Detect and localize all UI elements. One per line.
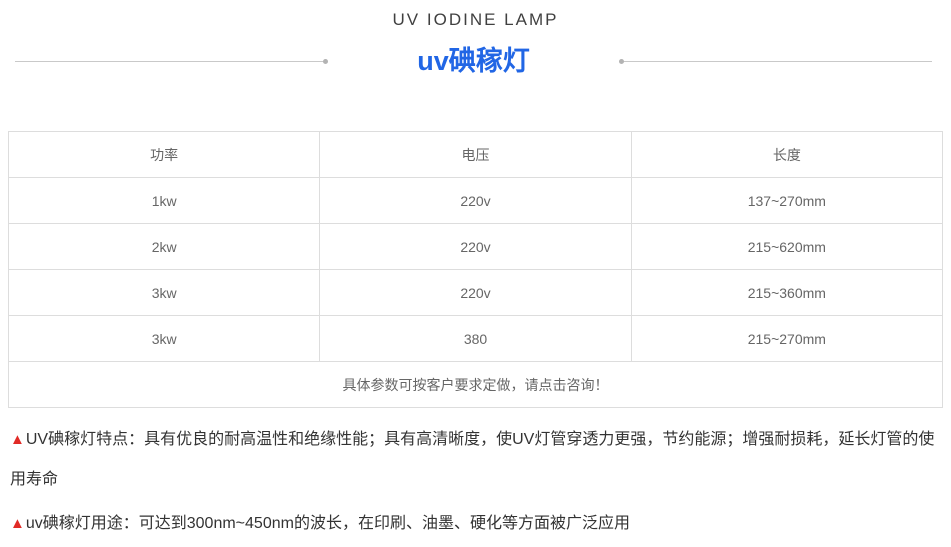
cell-length: 215~620mm: [630, 223, 944, 270]
note-features: ▲UV碘稼灯特点：具有优良的耐高温性和绝缘性能；具有高清晰度，使UV灯管穿透力更…: [10, 420, 941, 500]
column-header-voltage: 电压: [319, 131, 632, 178]
table-row: 1kw 220v 137~270mm: [7, 177, 944, 224]
page-title: uv碘稼灯: [417, 46, 530, 76]
table-row: 3kw 380 215~270mm: [7, 315, 944, 362]
triangle-marker-icon: ▲: [10, 431, 25, 448]
note-usage-text: uv碘稼灯用途：可达到300nm~450nm的波长，在印刷、油墨、硬化等方面被广…: [25, 515, 630, 532]
decorative-line-left: [15, 58, 329, 64]
cell-power: 3kw: [7, 315, 321, 362]
decorative-line-right: [618, 58, 932, 64]
spec-table-wrap: 功率 电压 长度 1kw 220v 137~270mm 2kw 220v 215…: [0, 131, 951, 408]
table-row: 2kw 220v 215~620mm: [7, 223, 944, 270]
english-subtitle: UV IODINE LAMP: [392, 10, 559, 29]
note-features-text: UV碘稼灯特点：具有优良的耐高温性和绝缘性能；具有高清晰度，使UV灯管穿透力更强…: [10, 431, 935, 488]
cell-length: 215~270mm: [630, 315, 944, 362]
section-header: UV IODINE LAMP uv碘稼灯: [0, 0, 951, 78]
decorative-dot-right: [618, 58, 624, 64]
description-notes: ▲UV碘稼灯特点：具有优良的耐高温性和绝缘性能；具有高清晰度，使UV灯管穿透力更…: [0, 420, 951, 544]
table-row: 3kw 220v 215~360mm: [7, 269, 944, 316]
decorative-dot-left: [323, 58, 329, 64]
cell-voltage: 380: [319, 315, 632, 362]
note-usage: ▲uv碘稼灯用途：可达到300nm~450nm的波长，在印刷、油墨、硬化等方面被…: [10, 504, 941, 544]
cell-power: 3kw: [7, 269, 321, 316]
cell-power: 2kw: [7, 223, 321, 270]
consult-note[interactable]: 具体参数可按客户要求定做，请点击咨询！: [8, 361, 943, 408]
spec-table: 功率 电压 长度 1kw 220v 137~270mm 2kw 220v 215…: [7, 131, 944, 408]
table-header-row: 功率 电压 长度: [7, 131, 944, 178]
title-row: uv碘稼灯: [0, 44, 951, 78]
triangle-marker-icon: ▲: [10, 515, 25, 532]
column-header-power: 功率: [7, 131, 321, 178]
table-footer-row: 具体参数可按客户要求定做，请点击咨询！: [8, 361, 943, 408]
cell-voltage: 220v: [319, 269, 632, 316]
cell-voltage: 220v: [319, 223, 632, 270]
cell-length: 137~270mm: [630, 177, 944, 224]
column-header-length: 长度: [630, 131, 944, 178]
cell-length: 215~360mm: [630, 269, 944, 316]
cell-power: 1kw: [7, 177, 321, 224]
cell-voltage: 220v: [319, 177, 632, 224]
